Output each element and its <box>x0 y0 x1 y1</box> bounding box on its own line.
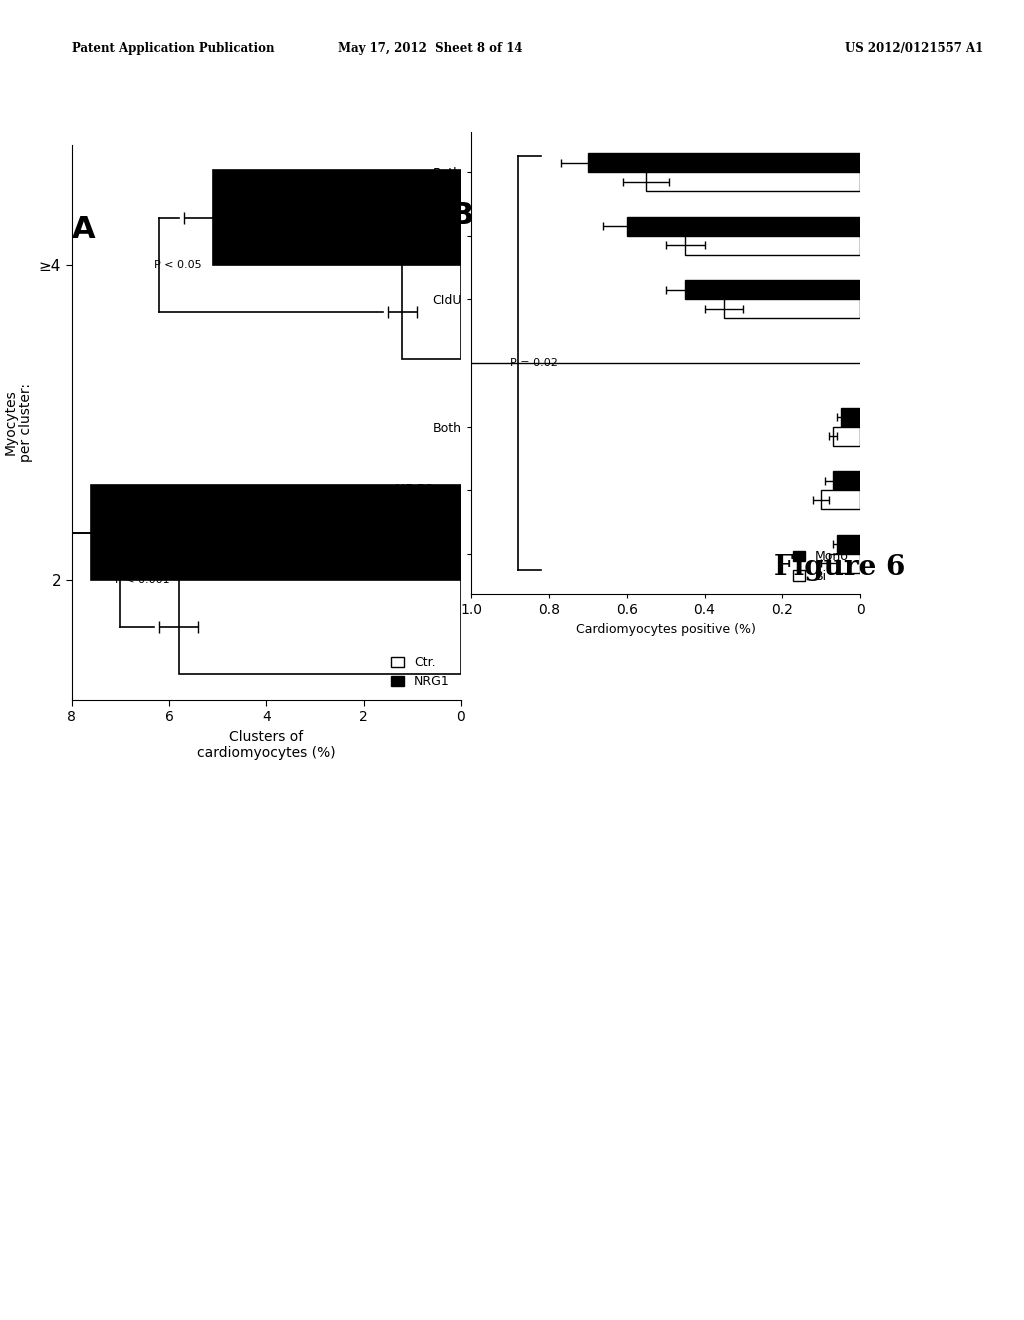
Bar <box>213 170 461 265</box>
Bar <box>685 236 860 255</box>
Bar <box>833 426 860 446</box>
Bar <box>685 280 860 300</box>
Bar <box>829 554 860 573</box>
Bar <box>837 535 860 554</box>
Text: Patent Application Publication: Patent Application Publication <box>72 42 274 55</box>
Text: P = 0.02: P = 0.02 <box>510 358 558 368</box>
Bar <box>627 216 860 236</box>
Bar <box>821 490 860 510</box>
Bar <box>91 486 461 579</box>
Bar <box>646 172 860 191</box>
Bar <box>841 408 860 426</box>
Text: May 17, 2012  Sheet 8 of 14: May 17, 2012 Sheet 8 of 14 <box>338 42 522 55</box>
Bar <box>179 579 461 675</box>
X-axis label: Cardiomyocytes positive (%): Cardiomyocytes positive (%) <box>575 623 756 636</box>
Bar <box>402 265 461 359</box>
Legend: Mono, Bi: Mono, Bi <box>787 545 854 587</box>
Text: +NRG1: +NRG1 <box>387 228 438 243</box>
Bar <box>833 471 860 490</box>
Legend: Ctr., NRG1: Ctr., NRG1 <box>386 651 455 693</box>
Text: Figure 6: Figure 6 <box>774 554 905 581</box>
Text: P < 0.001: P < 0.001 <box>116 576 170 585</box>
Text: P < 0.05: P < 0.05 <box>155 260 202 269</box>
Text: A: A <box>72 215 95 244</box>
Y-axis label: Myocytes
per cluster:: Myocytes per cluster: <box>3 383 34 462</box>
X-axis label: Clusters of
cardiomyocytes (%): Clusters of cardiomyocytes (%) <box>197 730 336 760</box>
Text: US 2012/0121557 A1: US 2012/0121557 A1 <box>845 42 983 55</box>
Text: B: B <box>451 202 474 231</box>
Bar <box>724 300 860 318</box>
Bar <box>588 153 860 172</box>
Text: -NRG1: -NRG1 <box>390 483 435 498</box>
